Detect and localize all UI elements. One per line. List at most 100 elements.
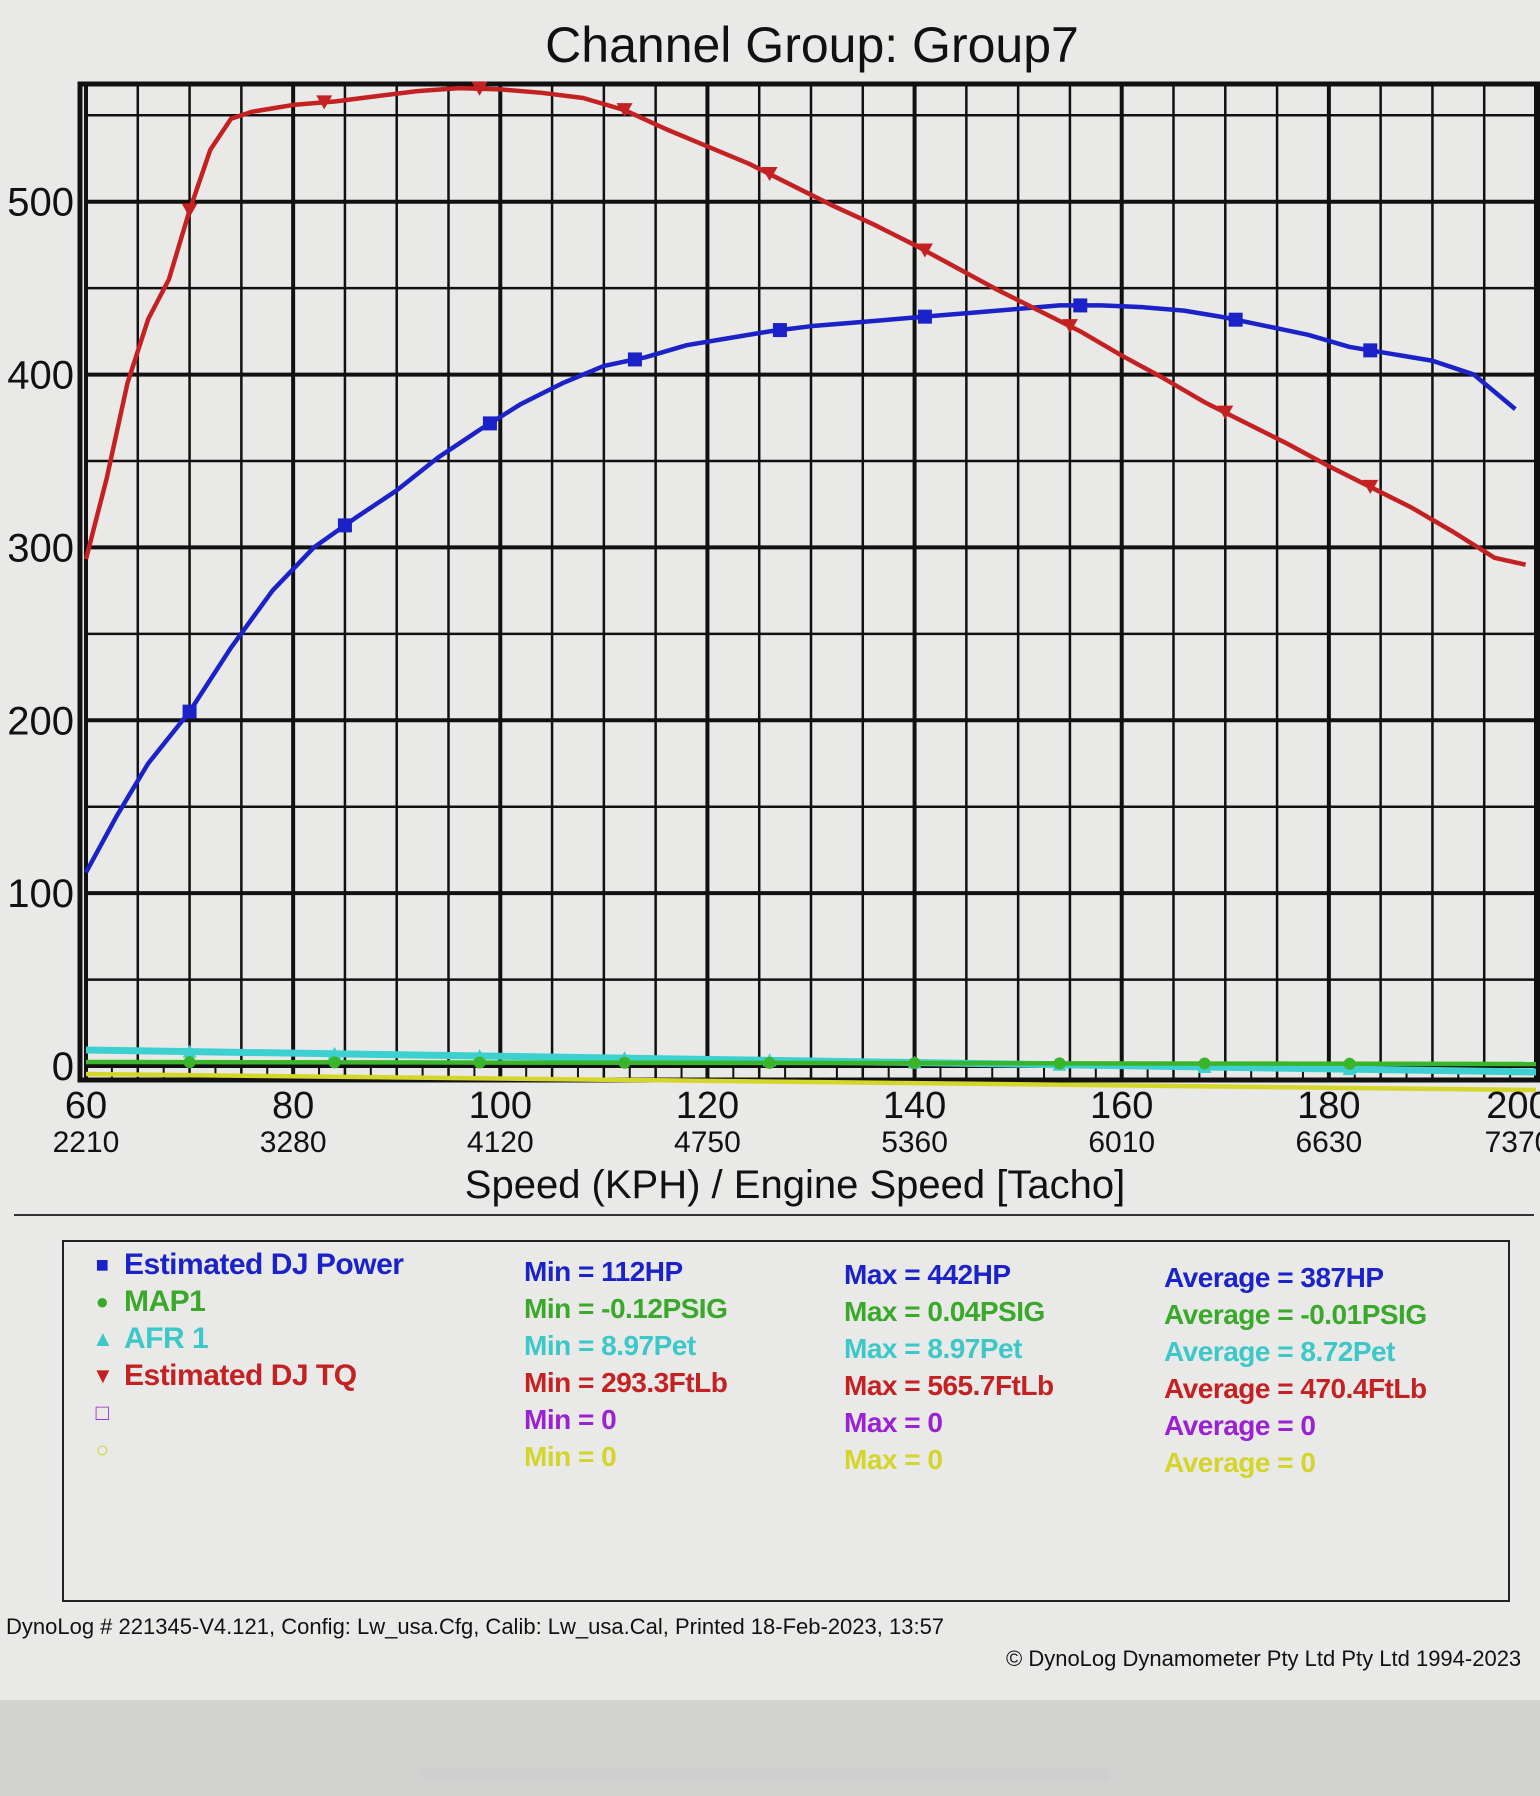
legend-stat-avg: Average = 387HP [1164, 1262, 1384, 1293]
legend-stat-min: Min = -0.12PSIG [524, 1293, 728, 1324]
power-marker [1363, 343, 1378, 358]
grid-minor [85, 84, 1537, 1080]
legend-marker-icon: ○ [95, 1437, 109, 1462]
legend-stat-max: Max = 442HP [844, 1259, 1011, 1290]
legend-stat-max: Max = 0.04PSIG [844, 1296, 1045, 1327]
series-line-0 [84, 303, 1517, 874]
power-marker [772, 323, 787, 338]
legend-stat-min: Min = 0 [524, 1404, 617, 1435]
map-marker [183, 1056, 196, 1069]
power-marker [627, 352, 642, 367]
x-secondary-tick-label: 4120 [467, 1126, 534, 1159]
power-marker [1228, 312, 1243, 327]
legend-stat-avg: Average = 0 [1164, 1447, 1316, 1478]
power-marker [917, 309, 932, 324]
y-tick-label: 100 [7, 872, 74, 916]
legend-item: ▼ Estimated DJ TQ [92, 1359, 357, 1393]
legend-panel: ■ Estimated DJ Power Min = 112HP Max = 442H… [62, 1240, 1510, 1602]
torque-marker [1061, 319, 1078, 334]
power-marker [482, 416, 497, 431]
footer-copyright: © DynoLog Dynamometer Pty Ltd Pty Ltd 19… [1006, 1646, 1522, 1671]
home-indicator [420, 1768, 1110, 1780]
footer-config-text: DynoLog # 221345-V4.121, Config: Lw_usa.… [6, 1614, 945, 1639]
afr-marker [182, 1044, 197, 1058]
legend-marker-icon: ■ [95, 1252, 109, 1277]
y-tick-label: 500 [7, 181, 74, 225]
legend-stat-max: Max = 8.97Pet [844, 1333, 1022, 1364]
legend-stat-min: Min = 112HP [524, 1256, 683, 1287]
x-tick-label: 60 [65, 1085, 107, 1127]
legend-stat-max: Max = 0 [844, 1407, 943, 1438]
x-tick-label: 100 [469, 1085, 532, 1127]
legend-item: ■ Estimated DJ Power [92, 1248, 404, 1282]
x-tick-label: 180 [1297, 1085, 1360, 1127]
y-tick-label: 400 [7, 354, 74, 398]
legend-stat-min: Min = 293.3FtLb [524, 1367, 728, 1398]
legend-stat-avg: Average = 8.72Pet [1164, 1336, 1395, 1367]
x-secondary-tick-label: 6010 [1088, 1126, 1155, 1159]
bottom-band [0, 1700, 1540, 1796]
torque-marker [316, 95, 333, 110]
legend-stat-avg: Average = 0 [1164, 1410, 1316, 1441]
map-marker [1198, 1057, 1211, 1070]
grid-major [84, 84, 1538, 1080]
x-tick-label: 140 [883, 1085, 946, 1127]
x-tick-label: 80 [272, 1085, 314, 1127]
x-secondary-tick-label: 7370 [1485, 1126, 1540, 1159]
legend-stat-min: Min = 0 [524, 1441, 617, 1472]
chart-title: Channel Group: Group7 [545, 17, 1079, 73]
legend-label: MAP1 [124, 1285, 206, 1318]
legend-marker-icon: □ [95, 1400, 109, 1425]
map-marker [908, 1057, 921, 1070]
torque-marker [616, 103, 633, 118]
series-line-1 [85, 1059, 1537, 1067]
x-secondary-tick-label: 2210 [53, 1126, 120, 1159]
series-line-5 [85, 1071, 1537, 1093]
legend-stat-max: Max = 565.7FtLb [844, 1370, 1054, 1401]
torque-marker [1362, 479, 1379, 494]
legend-item: ○ [92, 1433, 124, 1467]
legend-item: ● MAP1 [92, 1285, 206, 1319]
y-tick-labels: 0 100 200 300 400 500 [7, 181, 74, 1089]
map-marker [473, 1056, 486, 1069]
power-marker [182, 704, 197, 719]
legend-stat-avg: Average = 470.4FtLb [1164, 1373, 1427, 1404]
x-tick-label: 200 [1486, 1085, 1540, 1127]
afr-marker [327, 1046, 342, 1060]
legend-stat-min: Min = 8.97Pet [524, 1330, 696, 1361]
x-secondary-tick-label: 3280 [260, 1126, 327, 1159]
legend-label: Estimated DJ Power [124, 1248, 404, 1281]
legend-marker-icon: ● [95, 1289, 109, 1314]
power-marker [337, 518, 352, 533]
x-tick-label: 160 [1090, 1085, 1153, 1127]
torque-marker [916, 243, 933, 258]
x-tick-label: 120 [676, 1085, 739, 1127]
legend-item: □ [92, 1396, 124, 1430]
torque-marker [761, 167, 778, 182]
x-secondary-tick-label: 4750 [674, 1126, 741, 1159]
x-secondary-tick-label: 6630 [1295, 1126, 1362, 1159]
legend-item: ▲ AFR 1 [92, 1322, 209, 1356]
legend-divider [14, 1214, 1534, 1216]
power-marker [1073, 298, 1088, 313]
legend-stat-max: Max = 0 [844, 1444, 943, 1475]
torque-marker [181, 203, 198, 218]
torque-marker [1217, 405, 1234, 420]
legend-marker-icon: ▲ [92, 1326, 114, 1351]
map-marker [328, 1056, 341, 1069]
y-tick-label: 300 [7, 526, 74, 570]
legend-label: Estimated DJ TQ [124, 1359, 357, 1392]
series-layer [83, 81, 1537, 1093]
x-axis-label: Speed (KPH) / Engine Speed [Tacho] [465, 1163, 1125, 1207]
x-secondary-tick-label: 5360 [881, 1126, 948, 1159]
map-marker [1343, 1057, 1356, 1070]
map-marker [618, 1056, 631, 1069]
legend-marker-icon: ▼ [92, 1363, 114, 1388]
series-line-3 [83, 85, 1527, 567]
legend-label: AFR 1 [124, 1322, 209, 1355]
y-tick-label: 200 [7, 699, 74, 743]
torque-marker [471, 81, 488, 96]
map-marker [763, 1056, 776, 1069]
